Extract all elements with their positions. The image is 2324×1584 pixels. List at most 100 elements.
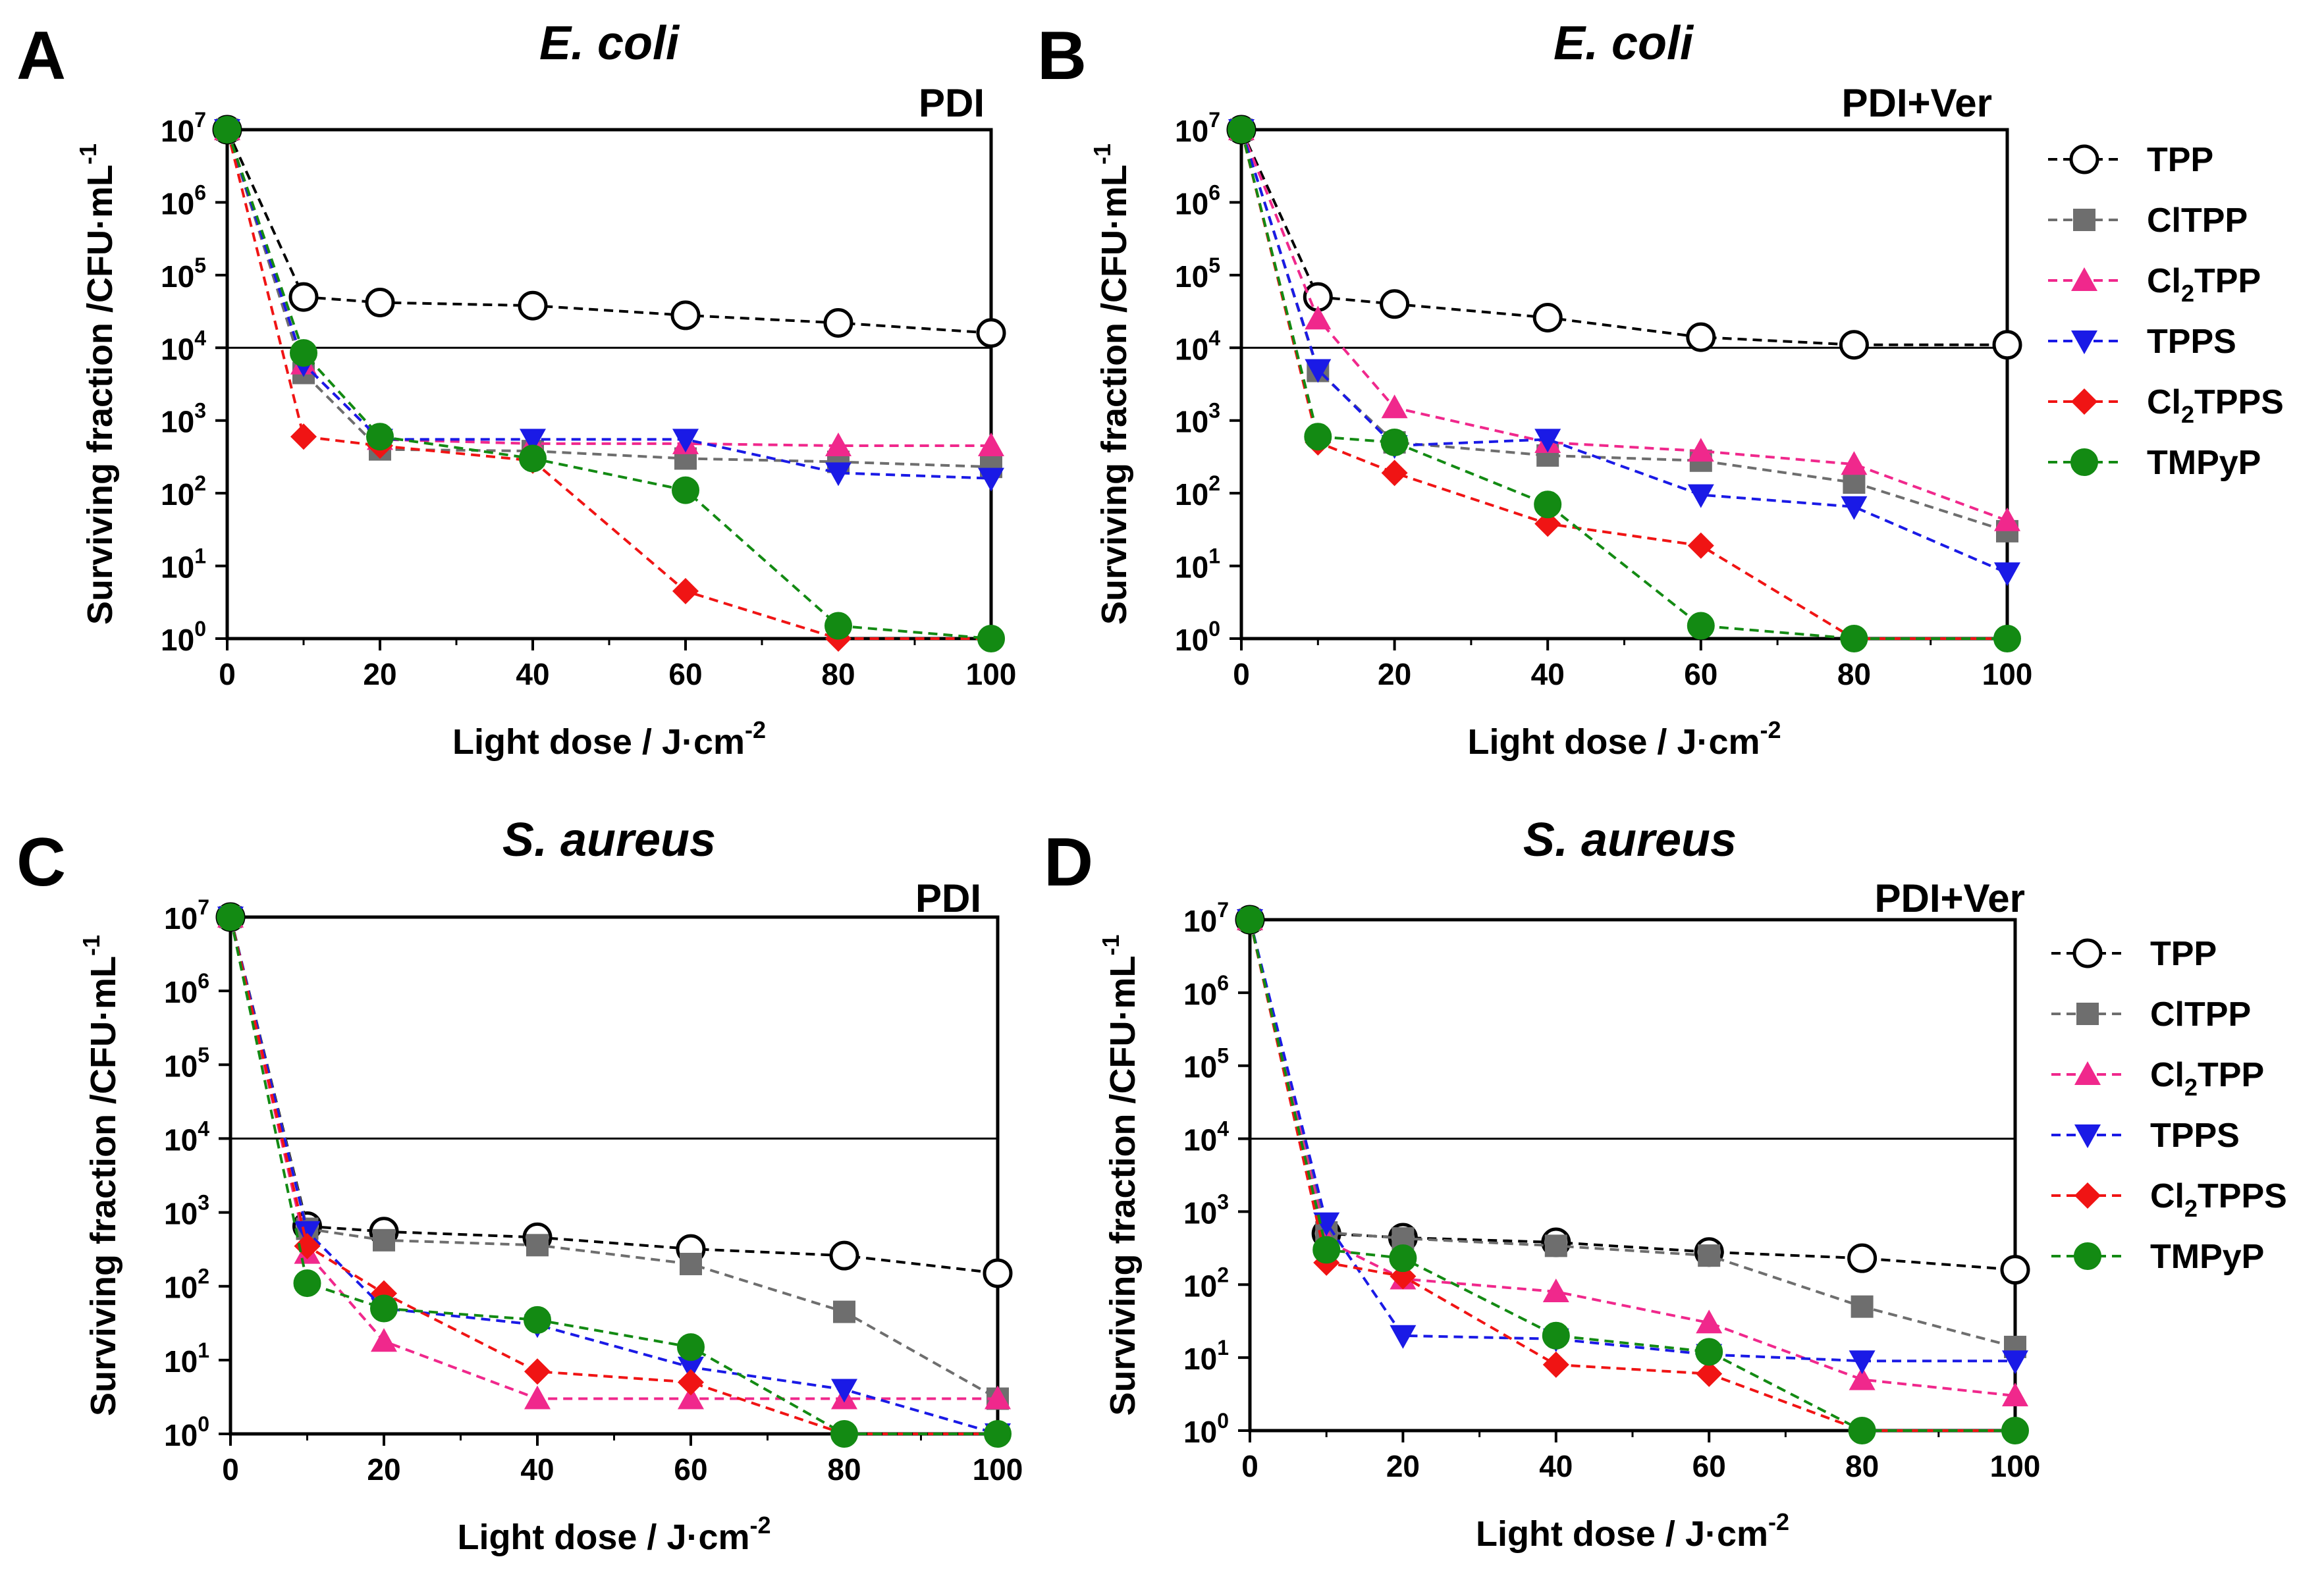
series-cl2tpp [1228, 117, 2020, 531]
series-line-tmpyp [1249, 919, 2015, 1432]
point-tpps [678, 1356, 704, 1381]
point-tmpyp [1993, 625, 2021, 652]
point-tpps [1849, 1350, 1876, 1375]
y-tick-label: 105 [1175, 253, 1220, 294]
y-tick-label: 102 [164, 1265, 209, 1305]
point-tpps [520, 429, 546, 453]
point-cl2tpps [524, 1358, 551, 1385]
point-tpp [983, 1258, 1013, 1288]
point-cl2tpps [678, 1369, 704, 1396]
x-tick-label: 60 [668, 657, 702, 691]
point-cltpp [1851, 1295, 1874, 1318]
series-line-tpps [226, 129, 992, 480]
y-tick-label: 101 [161, 544, 206, 585]
y-tick-label: 104 [1183, 1117, 1229, 1157]
y-tick-label: 102 [1175, 471, 1220, 512]
point-tpp [365, 287, 395, 317]
plot-frame [1248, 918, 2017, 1433]
x-axis-label: Light dose / J·cm-2 [1467, 716, 1781, 762]
y-tick-label: 107 [164, 895, 209, 936]
series-line-tmpyp [229, 916, 998, 1435]
legend-label-cl2tpp: Cl2TPP [2147, 262, 2261, 307]
condition-label: PDI+Ver [1842, 81, 1993, 125]
series-line-cltpp [1240, 129, 2008, 533]
point-cl2tpp [371, 1328, 397, 1352]
y-tick-label: 107 [1183, 898, 1229, 938]
legend-marker-tmpyp [2074, 1242, 2101, 1270]
x-tick-label: 0 [1241, 1449, 1258, 1483]
x-tick-label: 40 [516, 657, 549, 691]
legend-label-cl2tpps: Cl2TPPS [2147, 383, 2284, 428]
y-axis-label: Surviving fraction /CFU·mL-1 [1089, 144, 1134, 625]
panel-title: S. aureus [502, 814, 716, 866]
point-tmpyp [1380, 428, 1409, 456]
y-tick-label: 100 [1183, 1409, 1229, 1449]
series-line-cl2tpp [1240, 129, 2008, 522]
panel-title: E. coli [1554, 17, 1694, 70]
x-axis-label: Light dose / J·cm-2 [452, 716, 766, 762]
y-tick-label: 106 [161, 180, 206, 221]
x-axis-label: Light dose / J·cm-2 [1476, 1508, 1789, 1554]
series-tmpyp [217, 903, 1012, 1448]
y-tick-label: 100 [1175, 617, 1220, 657]
y-tick-label: 103 [164, 1191, 209, 1231]
x-tick-label: 0 [222, 1452, 239, 1487]
legend-marker-tpps [2074, 1124, 2101, 1148]
point-cltpp [680, 1252, 702, 1275]
point-cl2tpps [1534, 510, 1561, 537]
point-cl2tpp [978, 433, 1004, 457]
series-tpps [214, 119, 1004, 492]
point-tpp [670, 300, 701, 330]
point-tpps [672, 429, 699, 453]
y-tick-label: 104 [164, 1117, 209, 1157]
point-cltpp [1544, 1234, 1567, 1257]
series-line-cl2tpps [1240, 129, 2007, 640]
plot-frame [1239, 128, 2009, 641]
panel-a: A E. coli PDI 0 20 40 60 80 100 100 101 102 103 104 10… [16, 17, 1016, 762]
legend-d: TPP ClTPP Cl2TPP TPPS Cl2TPPS TMPyP [2051, 935, 2287, 1276]
point-tpps [1687, 484, 1714, 508]
series-tpps [1237, 909, 2028, 1375]
y-tick-label: 101 [1183, 1336, 1229, 1376]
x-tick-label: 40 [1539, 1449, 1573, 1483]
point-cl2tpp [1542, 1279, 1569, 1303]
y-tick-label: 102 [1183, 1263, 1229, 1303]
point-tpps [1390, 1325, 1417, 1349]
series-line-tpps [229, 916, 998, 1435]
point-tpps [831, 1379, 857, 1403]
series-line-tpp [226, 129, 992, 334]
legend-marker-cl2tpp [2074, 1061, 2101, 1085]
condition-label: PDI+Ver [1875, 876, 2026, 920]
x-tick-label: 80 [827, 1452, 861, 1487]
x-tick-label: 40 [520, 1452, 554, 1487]
legend-label-cltpp: ClTPP [2150, 995, 2251, 1034]
x-tick-label: 40 [1531, 657, 1565, 691]
x-tick-label: 20 [363, 657, 396, 691]
point-tmpyp [677, 1333, 705, 1361]
plot-frame [229, 915, 1000, 1436]
point-cl2tpp [2002, 1383, 2028, 1407]
legend-label-tmpyp: TMPyP [2147, 444, 2261, 482]
point-cltpp [1843, 471, 1866, 494]
x-tick-label: 20 [1386, 1449, 1420, 1483]
point-cl2tpp [985, 1385, 1011, 1410]
series-tpp [1235, 905, 2030, 1285]
x-tick-label: 100 [1982, 657, 2033, 691]
legend-b: TPP ClTPP Cl2TPP TPPS Cl2TPPS TMPyP [2048, 141, 2284, 482]
y-axis-label: Surviving fraction /CFU·mL-1 [1097, 934, 1143, 1415]
y-tick-label: 103 [1175, 399, 1220, 439]
point-tmpyp [830, 1420, 858, 1448]
y-tick-label: 103 [1183, 1190, 1229, 1230]
y-tick-label: 105 [1183, 1044, 1229, 1084]
legend-marker-cl2tpp [2071, 267, 2097, 291]
legend-marker-tpps [2071, 330, 2097, 354]
panel-title: S. aureus [1523, 814, 1737, 866]
series-line-cl2tpp [226, 129, 991, 448]
legend-marker-cl2tpps [2071, 388, 2097, 415]
series-cltpp [1230, 119, 2018, 542]
y-tick-label: 105 [161, 253, 206, 294]
x-tick-label: 0 [219, 657, 236, 691]
point-cl2tpp [1994, 507, 2020, 531]
point-tmpyp [977, 625, 1005, 652]
